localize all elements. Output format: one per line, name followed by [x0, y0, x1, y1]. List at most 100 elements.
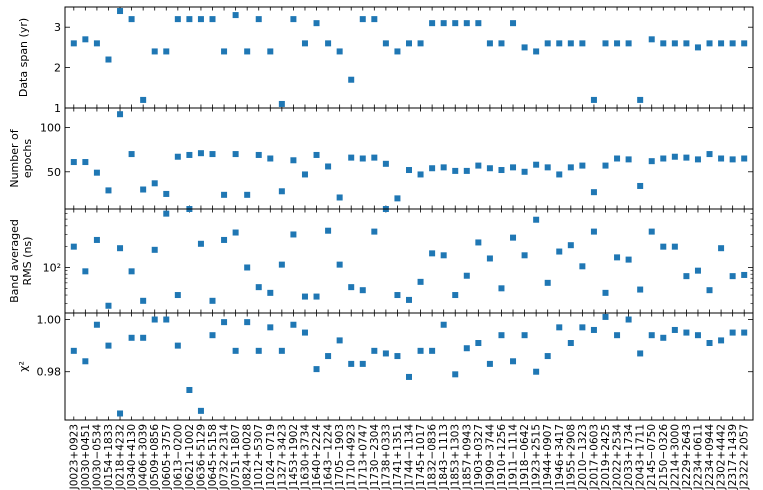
x-tick-label: J1741+1351 — [392, 424, 404, 490]
data-point — [486, 255, 493, 262]
data-point — [244, 191, 251, 198]
y-tick-label: 100 — [40, 121, 61, 134]
panel-3: 10² Band averagedRMS (ns) — [8, 206, 754, 314]
data-point — [394, 48, 401, 55]
data-point — [683, 154, 690, 161]
data-point — [510, 20, 517, 27]
x-tick-label: J1730−2304 — [369, 424, 381, 490]
data-point — [371, 16, 378, 23]
data-point — [209, 332, 216, 339]
data-point — [82, 358, 89, 365]
data-point — [741, 271, 748, 278]
data-point — [637, 350, 644, 357]
data-point — [174, 292, 181, 299]
data-point — [117, 410, 124, 417]
data-point — [336, 48, 343, 55]
data-point — [197, 240, 204, 247]
data-point — [486, 360, 493, 367]
data-point — [498, 332, 505, 339]
data-point — [463, 20, 470, 27]
x-tick-label: J0732+2314 — [219, 424, 231, 490]
data-point — [70, 347, 77, 354]
data-point — [128, 334, 135, 341]
data-point — [232, 229, 239, 236]
data-point — [371, 228, 378, 235]
data-point — [729, 156, 736, 163]
x-tick-label: J1944+0907 — [542, 424, 554, 490]
data-point — [278, 188, 285, 195]
data-point — [174, 342, 181, 349]
data-point — [718, 337, 725, 344]
data-point — [440, 164, 447, 171]
data-point — [105, 342, 112, 349]
x-tick-label: J2302+4442 — [716, 424, 728, 490]
y-tick-label: 1 — [54, 102, 61, 115]
x-tick-label: J0340+4130 — [126, 424, 138, 490]
data-point — [348, 360, 355, 367]
x-tick-label: J1640+2224 — [311, 424, 323, 490]
data-point — [521, 332, 528, 339]
data-point — [683, 329, 690, 336]
data-point — [313, 151, 320, 158]
data-point — [452, 292, 459, 299]
data-point — [556, 248, 563, 255]
data-point — [140, 297, 147, 304]
data-point — [475, 340, 482, 347]
x-tick-label: J2043+1711 — [635, 424, 647, 490]
data-point — [521, 44, 528, 51]
data-point — [359, 155, 366, 162]
data-point — [671, 243, 678, 250]
data-point — [186, 16, 193, 23]
data-point — [221, 236, 228, 243]
data-point — [336, 194, 343, 201]
data-point — [429, 347, 436, 354]
data-point — [325, 227, 332, 234]
data-point — [406, 167, 412, 174]
data-point — [70, 159, 77, 166]
data-point — [232, 151, 239, 158]
data-point — [382, 40, 389, 47]
data-point — [579, 324, 586, 331]
y-tick-label: 3 — [54, 21, 61, 34]
data-point — [556, 171, 563, 178]
x-tick-label: J0154+1833 — [103, 424, 115, 490]
data-point — [533, 48, 540, 55]
data-point — [625, 316, 632, 323]
data-point — [93, 321, 100, 328]
x-tick-label: J1630+3734 — [299, 424, 311, 490]
x-tick-label: J0621+1002 — [184, 424, 196, 490]
data-point — [197, 150, 204, 157]
data-point — [567, 242, 574, 249]
data-point — [417, 40, 424, 47]
data-point — [151, 316, 158, 323]
data-point — [151, 180, 158, 187]
data-point — [694, 156, 701, 163]
data-point — [567, 164, 574, 171]
data-point — [117, 245, 124, 252]
data-point — [475, 20, 482, 27]
data-point — [671, 153, 678, 160]
data-point — [267, 324, 274, 331]
data-point — [325, 353, 332, 360]
data-point — [671, 326, 678, 333]
data-point — [371, 347, 378, 354]
data-point — [417, 278, 424, 285]
data-point — [186, 386, 193, 393]
x-tick-label: J1745+1017 — [415, 424, 427, 490]
x-tick-label: J2234+0611 — [692, 424, 704, 490]
data-point — [267, 155, 274, 162]
data-point — [660, 334, 667, 341]
data-point — [694, 267, 701, 274]
x-tick-label: J1909−3744 — [484, 424, 496, 490]
data-point — [463, 272, 470, 279]
data-point — [348, 76, 355, 83]
data-point — [718, 245, 725, 252]
data-point — [579, 40, 586, 47]
data-point — [452, 167, 459, 174]
x-tick-label: J0613−0200 — [172, 424, 184, 490]
y-tick-label: 0.98 — [37, 366, 62, 379]
x-tick-label: J1713+0747 — [357, 424, 369, 490]
data-point — [382, 350, 389, 357]
data-point — [718, 40, 725, 47]
